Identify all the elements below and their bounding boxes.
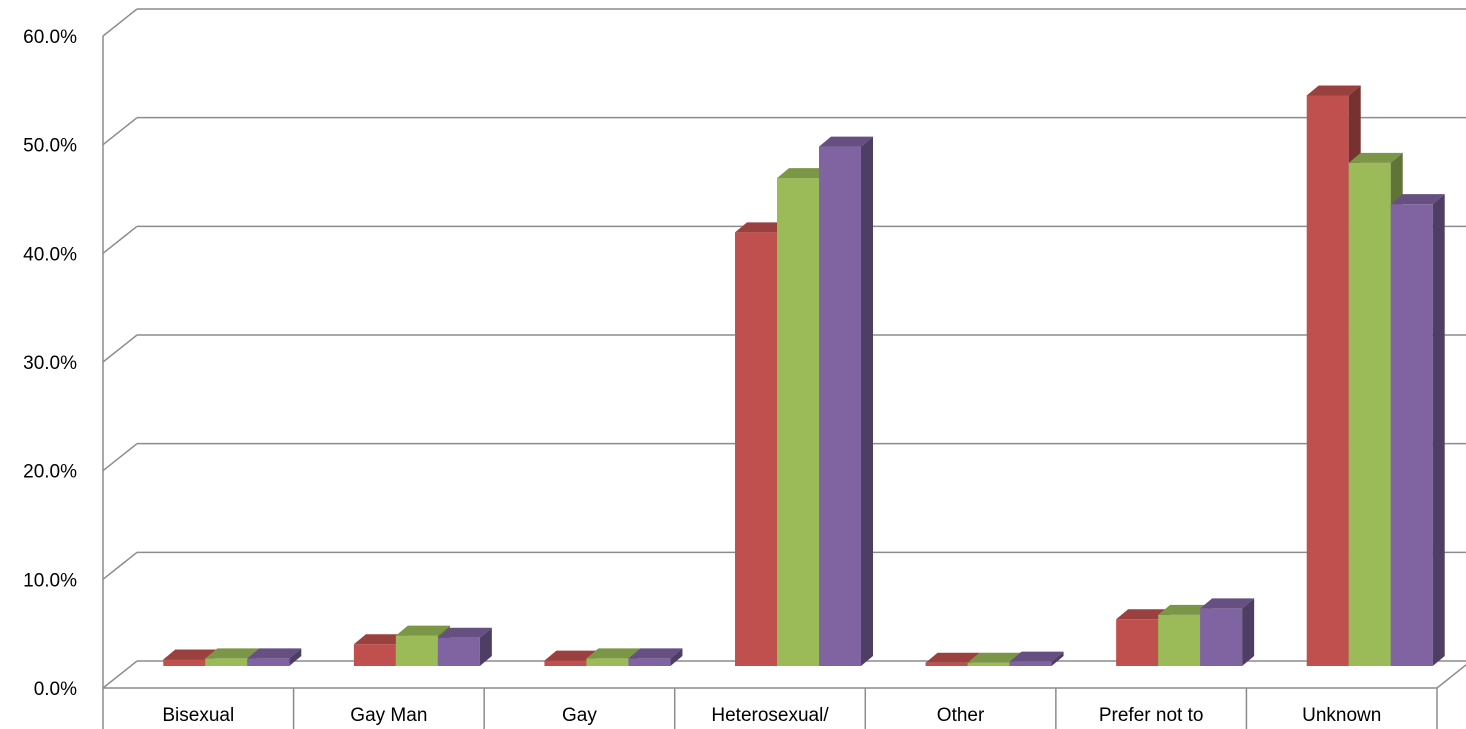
bar-front	[819, 146, 861, 666]
bar-top	[544, 650, 599, 661]
floor-edge	[1436, 664, 1466, 689]
x-category-label: Prefer not to	[1099, 705, 1204, 726]
x-category-label: Unknown	[1302, 705, 1381, 726]
x-category-label: Gay	[562, 705, 597, 726]
bar-front	[1116, 619, 1159, 666]
bar	[1009, 651, 1064, 666]
x-category-label: Heterosexual/	[711, 705, 829, 726]
bar-top	[1116, 609, 1171, 620]
y-tick-label: 30.0%	[23, 353, 77, 374]
bar-top	[437, 627, 492, 638]
bar-top	[586, 648, 641, 659]
bar-top	[163, 649, 218, 660]
bar-side	[479, 627, 492, 666]
bar-front	[544, 660, 587, 666]
bar-front	[247, 658, 290, 666]
bar-front	[437, 637, 480, 666]
bar	[1390, 194, 1445, 666]
bar-front	[1200, 608, 1243, 666]
bar-front	[925, 662, 968, 666]
bar-top	[1200, 598, 1255, 609]
bar-front	[735, 232, 777, 667]
y-tick-label: 50.0%	[23, 136, 77, 157]
gridline-side	[102, 225, 138, 254]
bar-top	[777, 168, 831, 179]
gridline-side	[102, 660, 138, 689]
bar	[1200, 598, 1255, 666]
x-category-label: Other	[937, 705, 985, 726]
bar-top	[1348, 152, 1403, 163]
bar-side	[1242, 598, 1255, 666]
bar-front	[1158, 614, 1201, 666]
bar-top	[967, 652, 1022, 663]
bar-top	[628, 648, 683, 659]
bar-front	[353, 644, 396, 666]
x-category-label: Gay Man	[350, 705, 427, 726]
bar-top	[735, 222, 789, 233]
bar-side	[1432, 194, 1445, 666]
bar-side	[1051, 651, 1064, 666]
gridline-side	[102, 117, 138, 146]
bar-top	[925, 652, 980, 663]
bar-top	[247, 648, 302, 659]
y-tick-label: 10.0%	[23, 570, 77, 591]
y-tick-label: 60.0%	[23, 27, 77, 48]
y-tick-label: 20.0%	[23, 462, 77, 483]
bar-side	[289, 648, 302, 666]
y-axis-ticks: 0.0% 10.0% 20.0% 30.0% 40.0% 50.0% 60.0%	[23, 27, 77, 700]
bar-front	[586, 658, 629, 666]
bar-front	[777, 178, 819, 666]
gridline-side	[102, 334, 138, 363]
bar-top	[1009, 651, 1064, 662]
bar	[628, 648, 683, 666]
bar-front	[1390, 204, 1433, 666]
bars	[163, 85, 1445, 667]
bar	[819, 136, 873, 666]
bar-top	[819, 136, 873, 147]
y-tick-label: 40.0%	[23, 244, 77, 265]
bar-top	[353, 634, 408, 645]
bar-side	[670, 648, 683, 666]
bar-side	[861, 136, 873, 666]
bar-front	[628, 658, 671, 666]
gridline-side	[102, 8, 138, 37]
bar-top	[395, 625, 450, 636]
bar	[437, 627, 492, 666]
bar-top	[1158, 604, 1213, 615]
bar-front	[1009, 661, 1052, 666]
bar-front	[163, 659, 206, 666]
bar	[247, 648, 302, 666]
bar-front	[967, 662, 1010, 666]
gridline-side	[102, 551, 138, 580]
bar-top	[205, 648, 260, 659]
bar-top	[1306, 85, 1361, 96]
bar-front	[1306, 95, 1349, 666]
gridline-side	[102, 443, 138, 472]
x-category-label: Bisexual	[162, 705, 234, 726]
bar-front	[1348, 162, 1391, 666]
bar-front	[395, 635, 438, 666]
bar-top	[1390, 194, 1445, 205]
y-tick-label: 0.0%	[34, 679, 77, 700]
x-axis-categories: Bisexual Gay Man Gay Heterosexual/Other Pref…	[102, 688, 1438, 729]
bar-front	[205, 658, 248, 666]
